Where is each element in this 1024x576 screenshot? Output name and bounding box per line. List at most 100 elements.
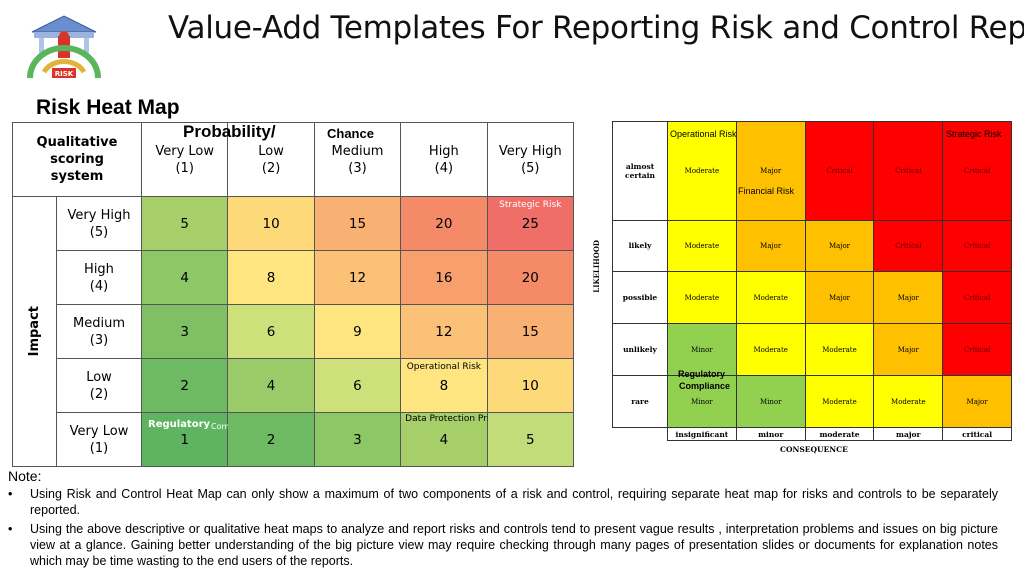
matrix-cell: Major	[735, 219, 806, 273]
heat-map-cell: 5	[140, 196, 229, 251]
note-title: Note:	[8, 468, 42, 484]
likelihood-row-label: unlikely	[612, 323, 668, 377]
matrix-cell: Critical	[873, 121, 944, 221]
heat-map-cell: 6	[227, 304, 315, 359]
probability-column-header: Very Low (1)	[140, 122, 229, 197]
probability-title: Probability/	[183, 122, 276, 141]
risk-score: 16	[435, 269, 453, 286]
matrix-cell: Major	[804, 271, 875, 325]
matrix-cell: Moderate	[735, 323, 806, 377]
operational-risk-note: Operational Risk	[406, 362, 482, 372]
heat-map-cell: 10	[486, 358, 575, 413]
heat-map-cell: 2	[140, 358, 229, 413]
risk-score: 8	[439, 377, 449, 394]
matrix-cell: Minor	[667, 323, 737, 377]
data-protection-note: Data Protection Privacy	[405, 414, 511, 424]
strategic-risk-note: Strategic Risk	[499, 200, 562, 210]
risk-score: 15	[521, 323, 539, 340]
consequence-column-label: major	[873, 427, 944, 441]
regulatory-note: Regulatory	[148, 419, 211, 430]
matrix-cell: Minor	[735, 375, 806, 428]
matrix-cell: Critical	[942, 219, 1012, 273]
heat-map-cell: 20	[486, 250, 575, 305]
probability-column-header: High (4)	[400, 122, 488, 197]
risk-score: 9	[353, 323, 362, 340]
matrix-regulatory-note: Regulatory	[678, 369, 726, 379]
heat-map-cell: 3	[140, 304, 229, 359]
risk-score: 12	[435, 323, 453, 340]
matrix-cell: Critical	[942, 323, 1012, 377]
heat-map-cell: 2	[227, 412, 315, 467]
matrix-cell: Major	[942, 375, 1012, 428]
matrix-cell: Moderate	[735, 271, 806, 325]
matrix-cell: Moderate	[667, 219, 737, 273]
risk-heat-map: Qualitative scoring system Very Low (1) L…	[12, 122, 575, 467]
risk-score: 4	[266, 377, 276, 394]
note-bullet: Using Risk and Control Heat Map can only…	[8, 486, 998, 518]
page-number: 7	[938, 542, 944, 552]
matrix-cell: Moderate	[804, 323, 875, 377]
risk-score: 20	[521, 269, 539, 286]
risk-score: 10	[262, 215, 280, 232]
heat-map-cell: 12	[313, 250, 402, 305]
heat-map-cell: 8 Operational Risk	[400, 358, 488, 413]
notes-list: Using Risk and Control Heat Map can only…	[8, 486, 998, 572]
impact-row-header: High (4)	[56, 250, 142, 305]
matrix-cell: Critical	[804, 121, 875, 221]
heat-map-cell: 15	[313, 196, 402, 251]
heat-map-cell: 4	[227, 358, 315, 413]
probability-column-header: Very High (5)	[486, 122, 575, 197]
probability-column-header: Medium (3)	[313, 122, 402, 197]
risk-score: 12	[348, 269, 367, 286]
consequence-axis-label: CONSEQUENCE	[780, 445, 848, 454]
likelihood-row-label: possible	[612, 271, 668, 325]
heat-map-cell: 20	[400, 196, 488, 251]
consequence-column-label: moderate	[804, 427, 875, 441]
consequence-column-label: minor	[735, 427, 806, 441]
section-title: Risk Heat Map	[36, 96, 180, 119]
risk-score: 1	[180, 431, 189, 448]
likelihood-row-label: almost certain	[612, 121, 668, 221]
qualitative-scoring-label: Qualitative scoring system	[12, 122, 142, 197]
matrix-cell: Major	[804, 219, 875, 273]
impact-row-header: Very Low (1)	[56, 412, 142, 467]
risk-score: 8	[266, 269, 276, 286]
risk-score: 2	[180, 377, 189, 394]
heat-map-cell: 3	[313, 412, 402, 467]
svg-text:RISK: RISK	[55, 70, 74, 78]
risk-score: 5	[525, 431, 535, 448]
matrix-cell: Critical	[873, 219, 944, 273]
consequence-column-label: insignificant	[667, 427, 737, 441]
heat-map-cell: 4	[140, 250, 229, 305]
risk-score: 25	[521, 215, 539, 232]
heat-map-cell: 8	[227, 250, 315, 305]
matrix-cell: Moderate	[804, 375, 875, 428]
impact-row-header: Medium (3)	[56, 304, 142, 359]
matrix-strategic-risk-note: Strategic Risk	[946, 129, 1002, 139]
matrix-corner	[612, 427, 668, 441]
heat-map-cell: 15	[486, 304, 575, 359]
matrix-operational-risk-note: Operational Risk	[670, 129, 737, 139]
matrix-cell: Moderate	[873, 375, 944, 428]
heat-map-cell: 10	[227, 196, 315, 251]
heat-map-cell: 12	[400, 304, 488, 359]
matrix-cell: Major	[873, 271, 944, 325]
page-title: Value-Add Templates For Reporting Risk a…	[168, 10, 1024, 46]
risk-score: 3	[353, 431, 362, 448]
likelihood-row-label: likely	[612, 219, 668, 273]
matrix-cell: Moderate	[667, 121, 737, 221]
risk-score: 3	[180, 323, 189, 340]
likelihood-axis-label: LIKELIHOOD	[592, 240, 601, 293]
likelihood-row-label: rare	[612, 375, 668, 428]
matrix-compliance-note: Compliance	[679, 381, 731, 391]
heat-map-cell: 6	[313, 358, 402, 413]
risk-score: 20	[435, 215, 453, 232]
heat-map-cell: 25 Strategic Risk	[486, 196, 575, 251]
risk-score: 5	[180, 215, 189, 232]
matrix-financial-risk-note: Financial Risk	[738, 186, 795, 196]
risk-score: 10	[521, 377, 539, 394]
matrix-cell: Major	[735, 121, 806, 221]
risk-score: 2	[266, 431, 276, 448]
matrix-cell: Minor	[667, 375, 737, 428]
impact-row-header: Low (2)	[56, 358, 142, 413]
